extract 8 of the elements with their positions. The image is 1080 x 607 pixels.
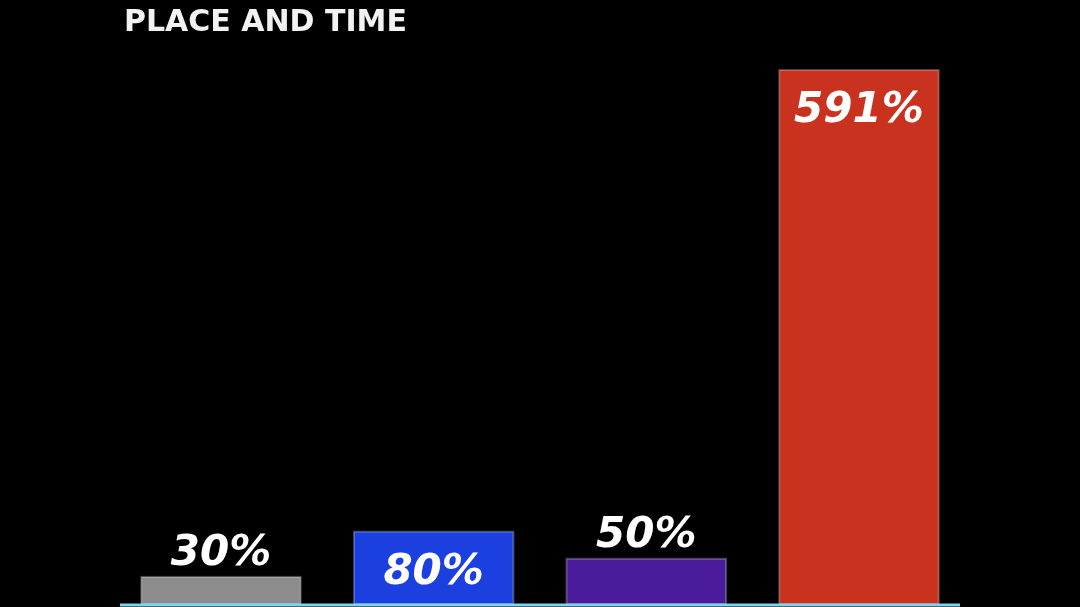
data-label: 80%: [383, 544, 484, 594]
data-label: 591%: [794, 83, 924, 132]
data-label: 30%: [170, 525, 272, 575]
bar: [778, 69, 940, 605]
data-label: 50%: [596, 507, 697, 557]
bar: [565, 557, 728, 605]
chart-title: PLACE AND TIME: [124, 3, 407, 38]
bar: [140, 575, 302, 605]
